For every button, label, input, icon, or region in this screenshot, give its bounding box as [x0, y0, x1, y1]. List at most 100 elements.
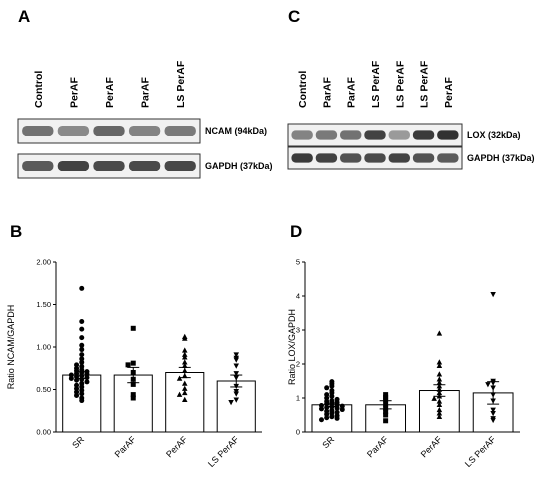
y-tick-label: 3: [296, 326, 300, 335]
x-tick-label: PerAF: [419, 434, 444, 459]
x-tick-label: PerAF: [164, 434, 189, 459]
blot-band: [364, 153, 386, 163]
blot-band: [412, 130, 435, 140]
data-point: [436, 398, 443, 404]
data-point: [130, 395, 136, 401]
lane-labels-c: Control ParAF ParAF LS PerAF LS PerAF LS PerA…: [297, 60, 455, 108]
data-point: [436, 376, 443, 382]
data-point: [490, 292, 496, 298]
y-tick-label: 2.00: [36, 258, 51, 267]
data-point: [182, 359, 188, 365]
blot-label: GAPDH (37kDa): [205, 161, 273, 171]
blot-band: [291, 130, 313, 140]
blot-label: GAPDH (37kDa): [467, 153, 535, 163]
data-point: [130, 392, 136, 398]
blot-band: [315, 153, 338, 163]
data-point: [182, 380, 188, 386]
data-point: [84, 379, 90, 385]
data-point: [324, 401, 330, 407]
data-point: [334, 415, 340, 421]
blot-strip: NCAM (94kDa): [17, 118, 267, 144]
data-point: [436, 410, 443, 416]
y-tick-label: 0.50: [36, 385, 51, 394]
blot-band: [22, 160, 54, 172]
lane-labels-a: Control PerAF PerAF ParAF LS PerAF: [33, 60, 187, 108]
blot-label: LOX (32kDa): [467, 130, 521, 140]
data-point: [431, 395, 437, 401]
blots-a: NCAM (94kDa) GAPDH (37kDa): [17, 118, 273, 179]
data-point: [485, 382, 491, 388]
blot-band: [437, 153, 459, 163]
blot-label: NCAM (94kDa): [205, 126, 267, 136]
blot-band: [164, 160, 196, 172]
data-point: [79, 335, 85, 341]
blot-band: [128, 125, 161, 137]
data-point: [182, 347, 188, 353]
lane-label: LS PerAF: [175, 60, 187, 108]
y-tick-label: 1.50: [36, 300, 51, 309]
data-point: [490, 411, 496, 417]
blot-band: [437, 130, 459, 140]
lane-label: ParAF: [321, 76, 333, 108]
data-point: [79, 391, 85, 397]
data-point: [182, 354, 188, 360]
data-point: [383, 397, 389, 403]
data-point: [329, 393, 335, 399]
panel-letter-d: D: [290, 222, 302, 241]
y-axis-label: Ratio NCAM/GAPDH: [6, 305, 16, 390]
data-point: [182, 335, 188, 341]
data-point: [329, 414, 335, 420]
data-point: [182, 396, 188, 402]
x-tick-label: LS PerAF: [463, 434, 498, 469]
data-point: [339, 407, 345, 413]
blot-band: [93, 160, 125, 172]
blot-band: [340, 130, 362, 140]
blot-band: [412, 153, 435, 163]
lane-label: ParAF: [346, 76, 358, 108]
data-point: [436, 359, 443, 365]
data-point: [130, 325, 136, 331]
data-point: [383, 392, 389, 398]
blot-strip: GAPDH (37kDa): [17, 153, 273, 179]
y-tick-label: 5: [296, 258, 300, 267]
blot-band: [388, 153, 410, 163]
lane-label: Control: [297, 71, 309, 108]
data-point: [490, 417, 496, 424]
panel-letter-c: C: [288, 7, 300, 26]
lane-label: ParAF: [140, 76, 152, 108]
data-point: [383, 418, 389, 424]
blot-band: [128, 160, 161, 172]
blot-band: [364, 130, 386, 140]
data-point: [436, 362, 443, 368]
data-point: [74, 392, 80, 398]
data-point: [436, 330, 443, 336]
blot-band: [22, 125, 54, 137]
blot-band: [57, 125, 90, 137]
data-point: [233, 391, 239, 397]
data-point: [79, 319, 85, 324]
data-point: [436, 401, 443, 408]
blot-strip: GAPDH (37kDa): [287, 146, 535, 170]
x-tick-label: ParAF: [113, 434, 138, 459]
y-tick-label: 0.00: [36, 428, 51, 437]
data-point: [79, 342, 85, 348]
blot-band: [340, 153, 362, 163]
data-point: [233, 352, 239, 358]
data-point: [436, 371, 443, 377]
y-tick-label: 1.00: [36, 343, 51, 352]
blot-band: [164, 125, 196, 137]
data-point: [182, 389, 188, 396]
data-point: [324, 415, 330, 421]
lane-label: PerAF: [68, 76, 80, 108]
lane-label: Control: [33, 71, 45, 108]
blot-band: [93, 125, 125, 137]
data-point: [318, 417, 324, 423]
data-point: [324, 385, 330, 391]
panel-letter-a: A: [18, 7, 30, 26]
data-point: [233, 363, 239, 369]
data-point: [228, 400, 234, 406]
lane-label: LS PerAF: [394, 60, 406, 108]
data-point: [176, 391, 183, 397]
data-point: [233, 397, 239, 403]
